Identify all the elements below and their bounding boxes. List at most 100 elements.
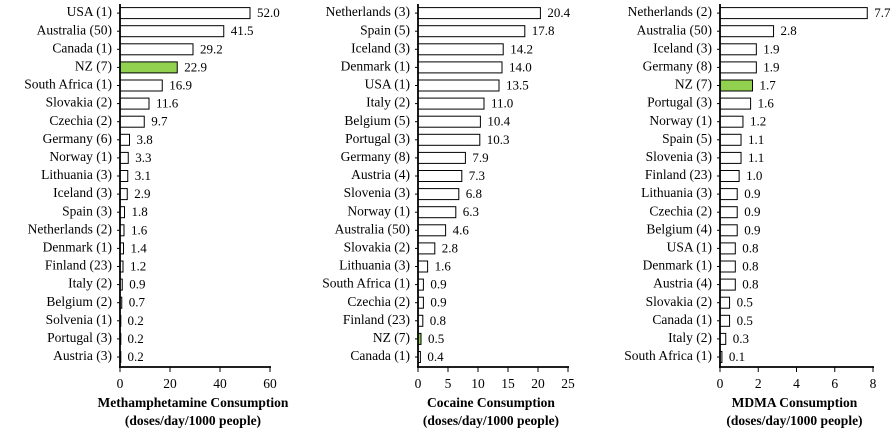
category-label: Australia (50) <box>637 22 712 37</box>
category-label: Canada (1) <box>52 40 112 55</box>
x-axis-units: (doses/day/1000 people) <box>125 413 261 428</box>
data-label: 3.3 <box>135 150 151 165</box>
x-tick-label: 15 <box>501 376 515 391</box>
category-label: Portugal (3) <box>647 95 712 110</box>
category-label: Norway (1) <box>49 149 112 164</box>
data-label: 6.3 <box>463 204 479 219</box>
bar <box>719 25 775 38</box>
category-label: Norway (1) <box>347 203 410 218</box>
data-label: 17.8 <box>532 23 555 38</box>
bar <box>719 151 742 164</box>
category-label: Denmark (1) <box>341 58 410 73</box>
category-label: Canada (1) <box>350 348 410 363</box>
data-label: 0.8 <box>742 240 758 255</box>
data-label: 0.1 <box>729 349 745 364</box>
bar <box>119 79 163 92</box>
category-label: Iceland (3) <box>351 40 410 55</box>
data-label: 9.7 <box>151 114 168 129</box>
category-label: Spain (5) <box>360 22 410 37</box>
data-label: 0.5 <box>737 295 753 310</box>
data-label: 1.9 <box>763 59 779 74</box>
data-label: 14.2 <box>510 41 533 56</box>
category-label: Netherlands (3) <box>326 4 410 19</box>
data-label: 6.8 <box>466 186 482 201</box>
bar <box>719 206 738 219</box>
bar <box>119 170 129 182</box>
bar <box>719 115 744 128</box>
category-label: Portugal (3) <box>47 330 112 345</box>
data-label: 22.9 <box>184 59 207 74</box>
data-label: 11.6 <box>156 96 179 111</box>
x-tick-label: 0 <box>415 376 422 391</box>
data-label: 7.7 <box>874 5 891 20</box>
data-label: 11.0 <box>491 96 513 111</box>
category-label: Slovakia (2) <box>646 294 712 309</box>
bar <box>719 224 738 237</box>
data-label: 1.1 <box>748 150 764 165</box>
data-label: 3.1 <box>135 168 151 183</box>
x-axis-units: (doses/day/1000 people) <box>423 413 559 428</box>
bar <box>719 260 736 273</box>
bar <box>119 7 251 20</box>
x-axis-units: (doses/day/1000 people) <box>726 413 862 428</box>
category-label: Netherlands (2) <box>28 221 112 236</box>
category-label: Denmark (1) <box>43 239 112 254</box>
data-label: 10.3 <box>487 132 510 147</box>
category-label: Iceland (3) <box>653 40 712 55</box>
data-label: 1.4 <box>131 240 148 255</box>
bar <box>119 133 130 146</box>
data-label: 1.8 <box>132 204 148 219</box>
category-label: Austria (3) <box>53 348 112 363</box>
category-label: Austria (4) <box>351 167 410 182</box>
category-label: Lithuania (3) <box>41 167 112 182</box>
category-label: South Africa (1) <box>624 348 712 363</box>
x-tick-label: 6 <box>831 376 838 391</box>
data-label: 0.8 <box>430 313 446 328</box>
data-label: 1.6 <box>758 96 775 111</box>
data-label: 1.2 <box>750 114 766 129</box>
bar <box>119 43 194 56</box>
data-label: 0.8 <box>742 258 758 273</box>
data-label: 29.2 <box>200 41 223 56</box>
bar <box>719 7 868 20</box>
x-axis-title: Methamphetamine Consumption <box>98 395 289 410</box>
methamphetamine-chart: USA (1) 52.0 Australia (50) 41.5 Canada (1) 2… <box>24 4 289 428</box>
bar <box>119 151 129 164</box>
data-label: 0.5 <box>428 331 444 346</box>
x-tick-label: 10 <box>471 376 485 391</box>
x-tick-label: 4 <box>793 376 800 391</box>
bar <box>417 79 500 92</box>
data-label: 1.6 <box>435 258 452 273</box>
category-label: Slovakia (2) <box>46 95 112 110</box>
bar <box>417 25 526 38</box>
category-label: Slovakia (2) <box>344 239 410 254</box>
category-label: Italy (2) <box>668 330 712 345</box>
x-tick-label: 25 <box>561 376 575 391</box>
cocaine-chart: Netherlands (3) 20.4 Spain (5) 17.8 Iceland … <box>322 4 575 428</box>
data-label: 1.6 <box>131 222 148 237</box>
category-label: USA (1) <box>667 239 712 254</box>
category-label: South Africa (1) <box>322 276 410 291</box>
data-label: 0.7 <box>129 295 146 310</box>
category-label: Belgium (2) <box>46 294 112 309</box>
data-label: 41.5 <box>231 23 254 38</box>
bar <box>119 115 145 128</box>
data-label: 1.2 <box>130 258 146 273</box>
category-label: Canada (1) <box>652 312 712 327</box>
category-label: Lithuania (3) <box>339 258 410 273</box>
category-label: Spain (5) <box>662 131 712 146</box>
bar <box>417 97 485 110</box>
x-axis-title: Cocaine Consumption <box>427 395 555 410</box>
data-label: 0.8 <box>742 277 758 292</box>
x-tick-label: 5 <box>445 376 452 391</box>
bar <box>719 296 731 309</box>
category-label: Iceland (3) <box>53 185 112 200</box>
data-label: 52.0 <box>257 5 280 20</box>
bar <box>417 133 481 146</box>
bar <box>719 61 757 74</box>
bar <box>417 260 429 273</box>
x-tick-label: 2 <box>755 376 762 391</box>
data-label: 2.8 <box>442 240 458 255</box>
bar <box>119 25 225 38</box>
bar <box>719 43 757 56</box>
